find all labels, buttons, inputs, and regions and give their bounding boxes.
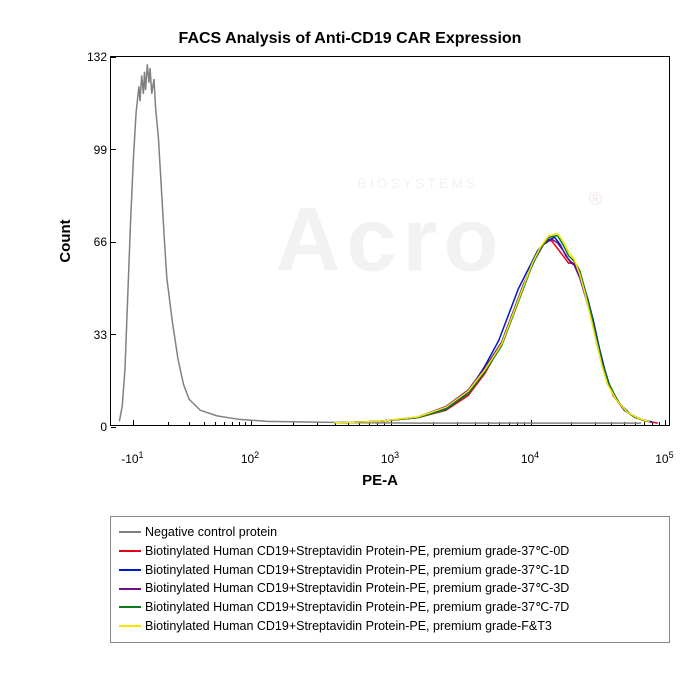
legend-box: Negative control proteinBiotinylated Hum… (110, 516, 670, 643)
series-line (334, 239, 649, 423)
legend-row: Biotinylated Human CD19+Streptavidin Pro… (119, 598, 661, 617)
x-tick-label: -101 (121, 450, 143, 466)
series-line (334, 234, 649, 423)
y-tick-label: 132 (71, 50, 107, 64)
legend-swatch (119, 531, 141, 533)
legend-row: Biotinylated Human CD19+Streptavidin Pro… (119, 579, 661, 598)
y-tick-label: 0 (71, 420, 107, 434)
legend-row: Biotinylated Human CD19+Streptavidin Pro… (119, 617, 661, 636)
legend-row: Biotinylated Human CD19+Streptavidin Pro… (119, 542, 661, 561)
x-tick-label: 102 (241, 450, 259, 466)
legend-label: Negative control protein (145, 523, 277, 542)
facs-histogram-chart: FACS Analysis of Anti-CD19 CAR Expressio… (50, 30, 650, 680)
legend-row: Negative control protein (119, 523, 661, 542)
x-axis-label: PE-A (80, 472, 680, 489)
y-tick-label: 66 (71, 235, 107, 249)
x-tick-label: 103 (381, 450, 399, 466)
y-tick-label: 99 (71, 143, 107, 157)
series-line (334, 239, 658, 423)
chart-title: FACS Analysis of Anti-CD19 CAR Expressio… (50, 30, 650, 48)
legend-swatch (119, 550, 141, 552)
legend-label: Biotinylated Human CD19+Streptavidin Pro… (145, 598, 569, 617)
x-tick-label: 104 (521, 450, 539, 466)
series-line (334, 237, 652, 422)
legend-row: Biotinylated Human CD19+Streptavidin Pro… (119, 561, 661, 580)
y-ticks: 0336699132 (71, 57, 107, 425)
legend-swatch (119, 588, 141, 590)
x-tick-label: 105 (655, 450, 673, 466)
y-tick-label: 33 (71, 328, 107, 342)
legend-swatch (119, 625, 141, 627)
legend-label: Biotinylated Human CD19+Streptavidin Pro… (145, 617, 552, 636)
series-line (334, 235, 646, 422)
legend-label: Biotinylated Human CD19+Streptavidin Pro… (145, 542, 569, 561)
curves-svg (111, 57, 669, 425)
legend-label: Biotinylated Human CD19+Streptavidin Pro… (145, 579, 569, 598)
plot-area: BIOSYSTEMS Acro ® 0336699132 (110, 56, 670, 426)
legend-swatch (119, 606, 141, 608)
legend-label: Biotinylated Human CD19+Streptavidin Pro… (145, 561, 569, 580)
legend-swatch (119, 569, 141, 571)
